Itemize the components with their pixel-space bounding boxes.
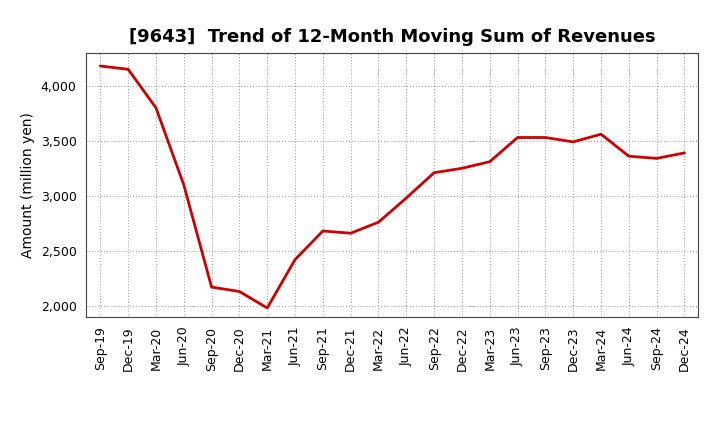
- Title: [9643]  Trend of 12-Month Moving Sum of Revenues: [9643] Trend of 12-Month Moving Sum of R…: [129, 28, 656, 46]
- Y-axis label: Amount (million yen): Amount (million yen): [22, 112, 35, 258]
